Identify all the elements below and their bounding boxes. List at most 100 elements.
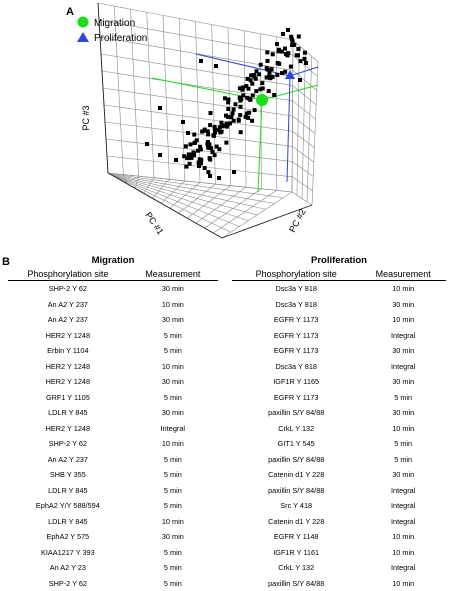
proliferation-vertical-line [287, 76, 290, 182]
data-point [275, 73, 279, 77]
data-point [298, 59, 302, 63]
phosphorylation-site-cell: An A2 Y 237 [8, 312, 128, 328]
phosphorylation-site-cell: SHP-2 Y 62 [8, 281, 128, 297]
data-point [245, 96, 249, 100]
phosphorylation-site-cell: EGFR Y 1173 [232, 328, 360, 344]
data-point [281, 32, 285, 36]
data-point [275, 42, 279, 46]
phosphorylation-site-cell: An A2 Y 237 [8, 452, 128, 468]
measurement-cell: Integral [360, 498, 446, 514]
column-header-site: Phosphorylation site [232, 268, 360, 280]
measurement-cell: 30 min [128, 529, 218, 545]
data-point [213, 127, 217, 131]
grid-line [114, 176, 248, 221]
y-axis-label: PC #2 [287, 207, 308, 234]
data-point [219, 121, 223, 125]
legend-proliferation-label: Proliferation [94, 33, 147, 44]
data-point [208, 123, 212, 127]
phosphorylation-site-cell: EGFR Y 1173 [232, 343, 360, 359]
proliferation-table-title: Proliferation [232, 254, 446, 268]
data-point [249, 78, 253, 82]
measurement-cell: 30 min [128, 281, 218, 297]
phosphorylation-site-cell: CrkL Y 132 [232, 560, 360, 576]
proliferation-legend-marker [77, 32, 89, 42]
data-point [226, 107, 230, 111]
data-point [253, 108, 257, 112]
data-point [232, 108, 236, 112]
data-point [251, 93, 255, 97]
x-axis-label: PC #1 [143, 210, 166, 236]
phosphorylation-site-cell: paxillin S/Y 84/88 [232, 483, 360, 499]
data-point [255, 69, 259, 73]
column-header-site: Phosphorylation site [8, 268, 128, 280]
data-point [196, 149, 200, 153]
phosphorylation-site-cell: IGF1R Y 1161 [232, 545, 360, 561]
measurement-cell: 30 min [128, 312, 218, 328]
data-point [238, 113, 242, 117]
data-point [267, 89, 271, 93]
data-point [195, 138, 199, 142]
measurement-cell: 5 min [128, 328, 218, 344]
proliferation-table-header: Phosphorylation site Measurement [232, 268, 446, 281]
data-point [213, 153, 217, 157]
data-point [265, 50, 269, 54]
data-point [206, 170, 210, 174]
data-point [186, 131, 190, 135]
data-point [253, 74, 257, 78]
data-point [206, 146, 210, 150]
data-point [208, 158, 212, 162]
data-point [198, 159, 202, 163]
measurement-cell: 5 min [128, 498, 218, 514]
data-point [145, 142, 149, 146]
data-point [250, 82, 254, 86]
phosphorylation-site-cell: LDLR Y 845 [8, 405, 128, 421]
column-header-measurement: Measurement [360, 268, 446, 280]
data-point [295, 53, 299, 57]
data-point [187, 156, 191, 160]
phosphorylation-site-cell: Src Y 418 [232, 498, 360, 514]
phosphorylation-site-cell: An A2 Y 237 [8, 297, 128, 313]
data-point [239, 105, 243, 109]
phosphorylation-site-cell: GRF1 Y 1105 [8, 390, 128, 406]
measurement-cell: 5 min [128, 576, 218, 591]
phosphorylation-site-cell: paxillin S/Y 84/88 [232, 405, 360, 421]
phosphorylation-site-cell: Dsc3a Y 818 [232, 281, 360, 297]
migration-vector-line [152, 78, 318, 100]
data-point [215, 145, 219, 149]
data-point [208, 174, 212, 178]
measurement-cell: Integral [360, 328, 446, 344]
proliferation-table: Proliferation Phosphorylation site Measu… [232, 254, 446, 591]
measurement-cell: 10 min [128, 359, 218, 375]
migration-table-header: Phosphorylation site Measurement [8, 268, 218, 281]
data-point [182, 154, 186, 158]
measurement-cell: 5 min [128, 545, 218, 561]
grid-line [116, 177, 240, 227]
data-point [229, 115, 233, 119]
phosphorylation-site-cell: EphA2 Y 575 [8, 529, 128, 545]
measurement-cell: 5 min [128, 343, 218, 359]
measurement-cell: 30 min [360, 343, 446, 359]
measurement-cell: 30 min [128, 374, 218, 390]
data-point [239, 130, 243, 134]
data-point [286, 28, 290, 32]
data-point [184, 144, 188, 148]
